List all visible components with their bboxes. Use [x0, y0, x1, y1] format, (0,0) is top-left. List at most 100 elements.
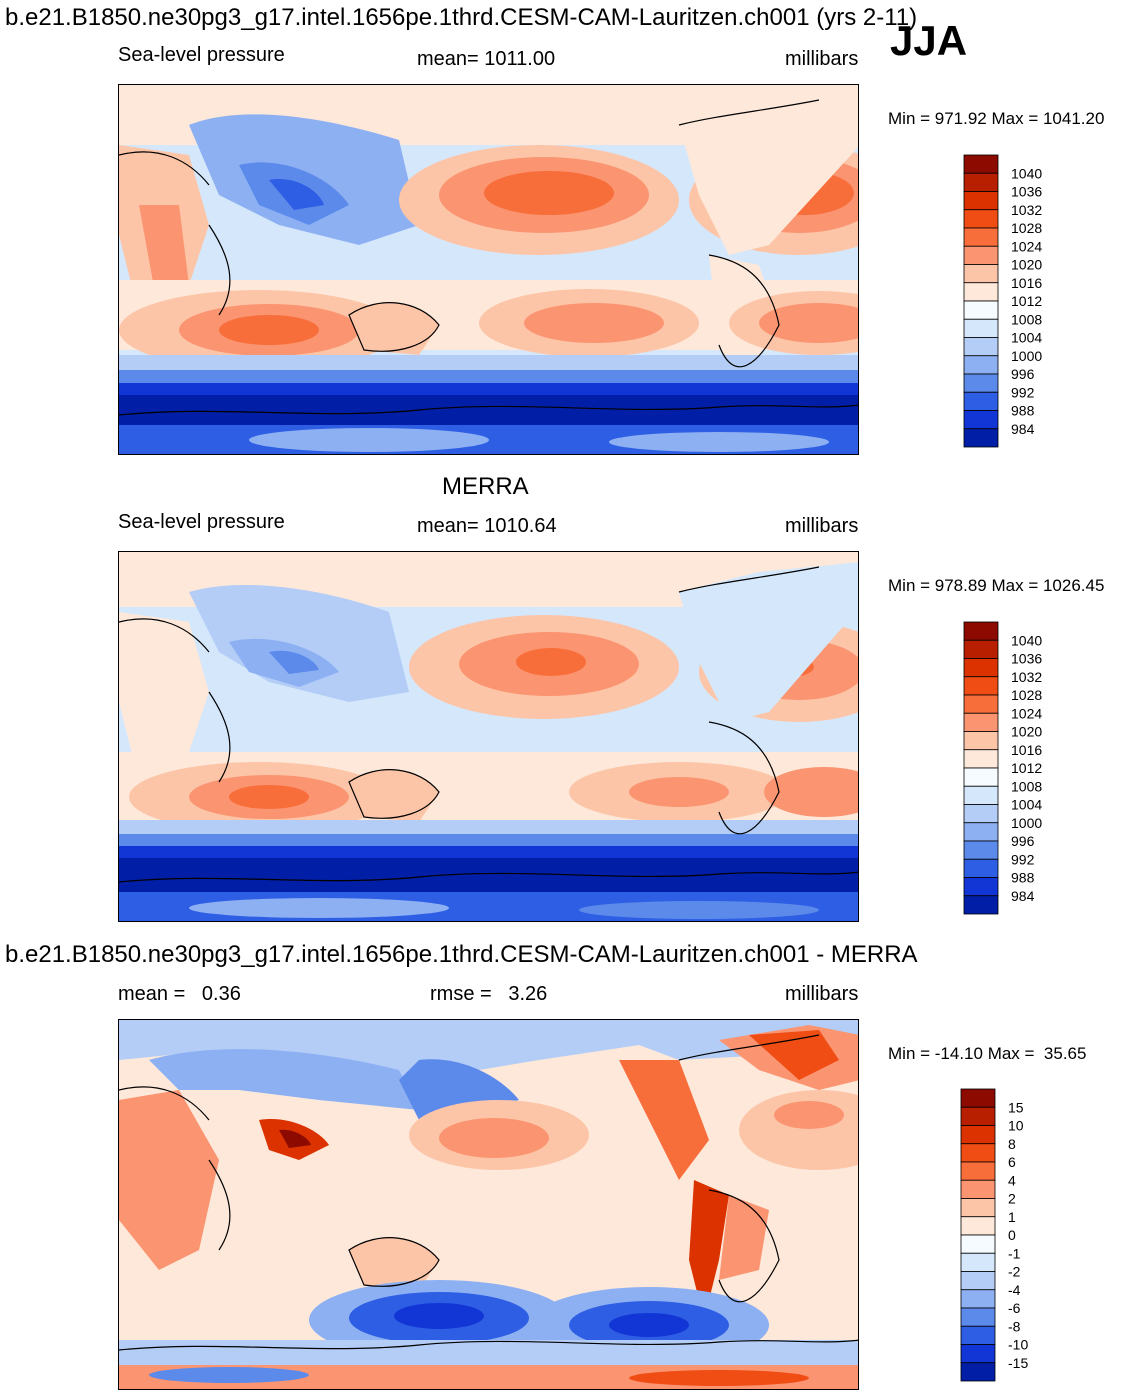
colorbar-box [963, 858, 999, 878]
colorbar-box [960, 1289, 996, 1309]
colorbar-box [960, 1252, 996, 1272]
panel-3-mean-label: mean = 0.36 [118, 983, 241, 1005]
colorbar-box [960, 1234, 996, 1254]
colorbar-box [963, 172, 999, 192]
colorbar-tick-label: -6 [1008, 1300, 1021, 1316]
panel-2-colorbar: 1040 1036 1032 1028 1024 1020 1016 1012 1008 1004… [963, 621, 1044, 915]
colorbar-box [960, 1344, 996, 1364]
panel-3-colorbar: 15 10 8 6 4 2 1 0 -1 -2 -4 -6 -8 -10 -15 [960, 1088, 1041, 1382]
colorbar-tick-label: 4 [1008, 1172, 1016, 1188]
colorbar-box [963, 731, 999, 751]
colorbar-tick-label: 1024 [1011, 238, 1042, 254]
colorbar-box [963, 337, 999, 357]
colorbar-tick-label: 996 [1011, 833, 1035, 849]
panel-3-minmax: Min = -14.10 Max = 35.65 [888, 1044, 1087, 1063]
colorbar-box [960, 1143, 996, 1163]
panel-1-colorbar: 1040 1036 1032 1028 1024 1020 1016 1012 1008 1004… [963, 154, 1044, 448]
colorbar-box [963, 840, 999, 860]
colorbar-box [963, 191, 999, 211]
colorbar-box [963, 245, 999, 265]
colorbar-tick-label: 15 [1008, 1099, 1024, 1115]
colorbar-tick-label: 1040 [1011, 165, 1042, 181]
colorbar-tick-label: 992 [1011, 851, 1035, 867]
colorbar-tick-label: -10 [1008, 1337, 1028, 1353]
colorbar-tick-label: -1 [1008, 1245, 1021, 1261]
colorbar-tick-label: 992 [1011, 384, 1035, 400]
colorbar-box [963, 227, 999, 247]
panel-2-header: MERRA [442, 473, 529, 500]
colorbar-tick-label: 1000 [1011, 815, 1042, 831]
colorbar-box [963, 373, 999, 393]
colorbar-box [963, 639, 999, 659]
colorbar-tick-label: 1032 [1011, 202, 1042, 218]
panel-1-left-label: Sea-level pressure [118, 44, 285, 66]
colorbar-box [963, 712, 999, 732]
colorbar-box [963, 355, 999, 375]
colorbar-box [960, 1307, 996, 1327]
colorbar-box [960, 1362, 996, 1382]
colorbar-box [963, 676, 999, 696]
colorbar-box [960, 1216, 996, 1236]
colorbar-box [960, 1088, 996, 1108]
panel-3-header: b.e21.B1850.ne30pg3_g17.intel.1656pe.1th… [5, 941, 918, 968]
colorbar-tick-label: 1008 [1011, 311, 1042, 327]
colorbar-tick-label: 1036 [1011, 184, 1042, 200]
colorbar-tick-label: 10 [1008, 1118, 1024, 1134]
colorbar-tick-label: 1040 [1011, 632, 1042, 648]
colorbar-tick-label: 0 [1008, 1227, 1016, 1243]
colorbar-box [963, 621, 999, 641]
colorbar-tick-label: 1008 [1011, 778, 1042, 794]
colorbar-box [963, 749, 999, 769]
colorbar-tick-label: -8 [1008, 1318, 1021, 1334]
colorbar-box [963, 877, 999, 897]
colorbar-box [960, 1125, 996, 1145]
panel-2-mean-label: mean= 1010.64 [417, 515, 557, 537]
panel-2-units-label: millibars [785, 515, 859, 537]
panel-2-left-label: Sea-level pressure [118, 511, 285, 533]
panel-2-minmax: Min = 978.89 Max = 1026.45 [888, 576, 1105, 595]
colorbar-tick-label: 8 [1008, 1136, 1016, 1152]
colorbar-tick-label: 1000 [1011, 348, 1042, 364]
panel-3-map [118, 1019, 859, 1390]
colorbar-tick-label: 6 [1008, 1154, 1016, 1170]
panel-1-units-label: millibars [785, 48, 859, 70]
colorbar-tick-label: 988 [1011, 403, 1035, 419]
panel-1-header: b.e21.B1850.ne30pg3_g17.intel.1656pe.1th… [5, 4, 918, 31]
colorbar-tick-label: 1 [1008, 1209, 1016, 1225]
colorbar-tick-label: -2 [1008, 1264, 1021, 1280]
colorbar-box [963, 410, 999, 430]
colorbar-tick-label: 1020 [1011, 724, 1042, 740]
colorbar-box [963, 804, 999, 824]
colorbar-box [960, 1161, 996, 1181]
colorbar-box [963, 895, 999, 915]
colorbar-tick-label: 984 [1011, 888, 1035, 904]
colorbar-tick-label: 1024 [1011, 705, 1042, 721]
colorbar-box [960, 1106, 996, 1126]
colorbar-box [963, 264, 999, 284]
colorbar-tick-label: 2 [1008, 1191, 1016, 1207]
colorbar-box [960, 1179, 996, 1199]
colorbar-tick-label: 1032 [1011, 669, 1042, 685]
colorbar-box [963, 154, 999, 174]
colorbar-box [963, 694, 999, 714]
colorbar-tick-label: 1028 [1011, 220, 1042, 236]
panel-1-map [118, 84, 859, 455]
panel-3-units-label: millibars [785, 983, 859, 1005]
colorbar-box [960, 1198, 996, 1218]
panel-3-rmse-label: rmse = 3.26 [430, 983, 548, 1005]
colorbar-tick-label: 996 [1011, 366, 1035, 382]
colorbar-tick-label: -15 [1008, 1355, 1028, 1371]
colorbar-tick-label: -4 [1008, 1282, 1021, 1298]
colorbar-tick-label: 1036 [1011, 651, 1042, 667]
colorbar-tick-label: 1020 [1011, 257, 1042, 273]
colorbar-box [963, 318, 999, 338]
panel-2-map [118, 551, 859, 922]
colorbar-box [960, 1271, 996, 1291]
colorbar-tick-label: 984 [1011, 421, 1035, 437]
colorbar-box [963, 767, 999, 787]
colorbar-box [960, 1325, 996, 1345]
colorbar-tick-label: 1028 [1011, 687, 1042, 703]
colorbar-box [963, 209, 999, 229]
colorbar-box [963, 391, 999, 411]
colorbar-tick-label: 1012 [1011, 760, 1042, 776]
